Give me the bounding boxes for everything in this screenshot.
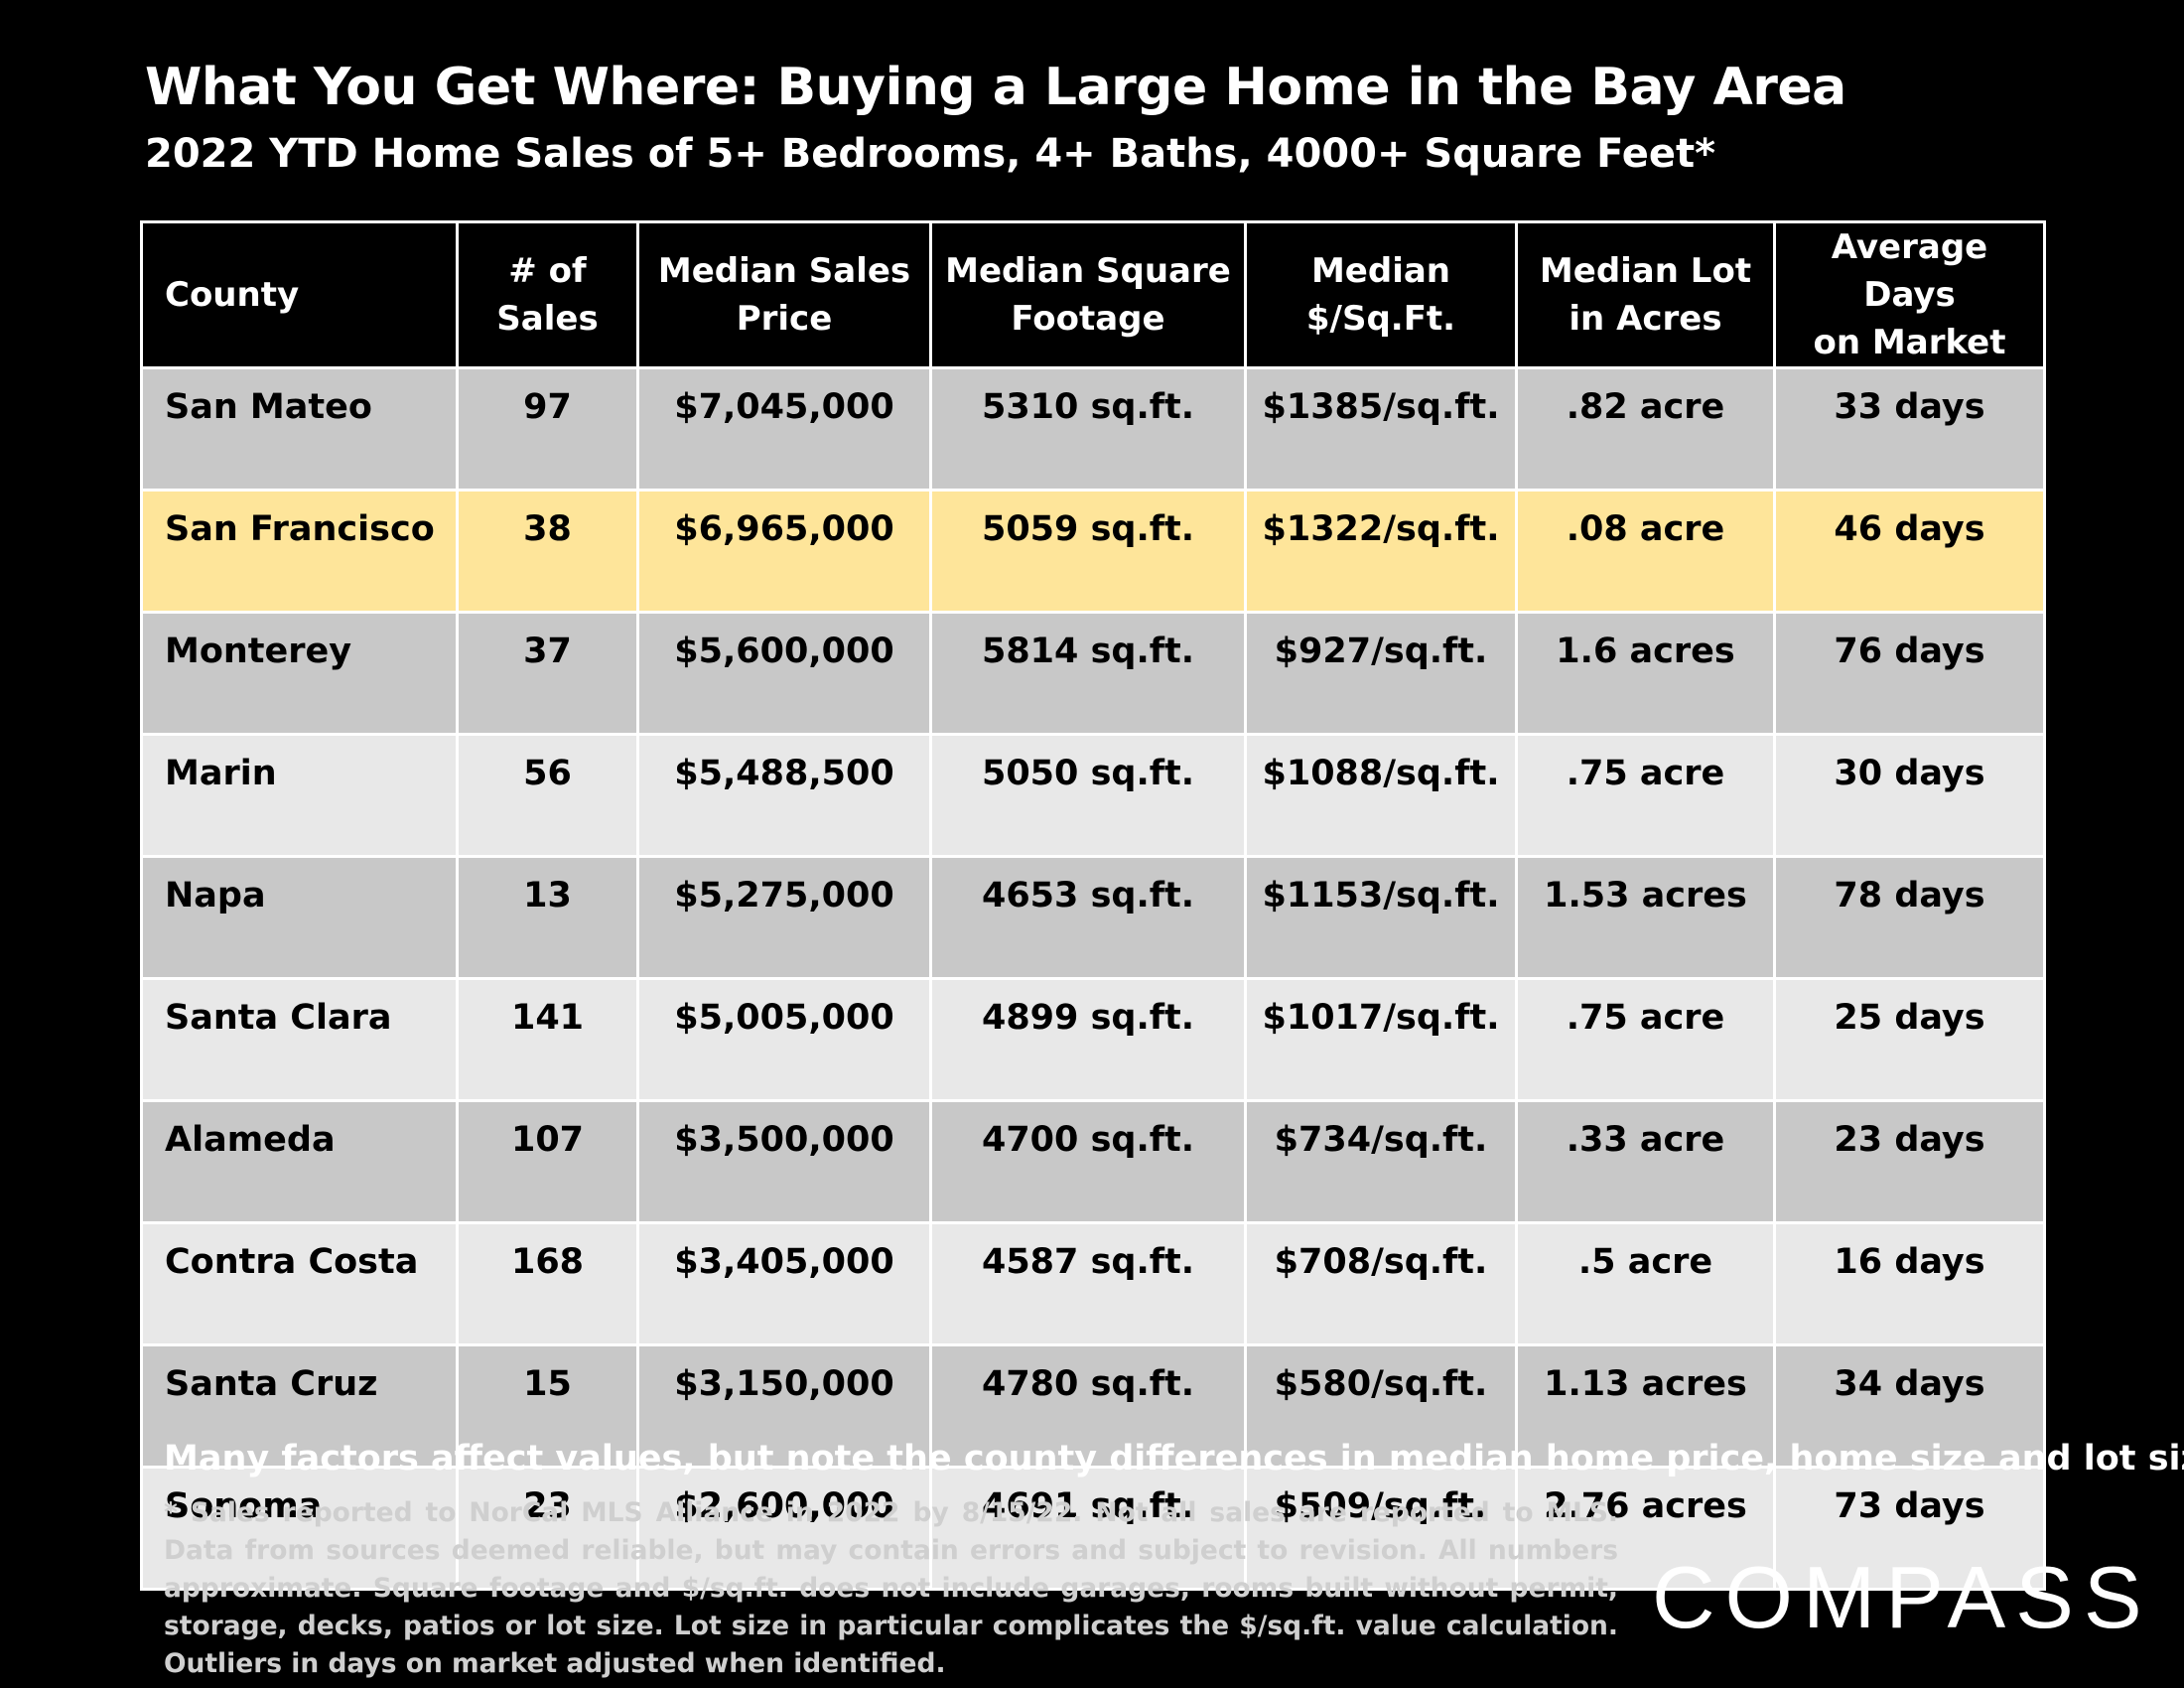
column-header: Median Square Footage bbox=[929, 220, 1247, 369]
table-cell: 5814 sq.ft. bbox=[929, 611, 1247, 736]
table-cell: $5,600,000 bbox=[636, 611, 932, 736]
table-cell: $1088/sq.ft. bbox=[1244, 733, 1518, 858]
table-cell: $5,005,000 bbox=[636, 977, 932, 1102]
table-cell: 46 days bbox=[1773, 489, 2046, 614]
table-cell: .82 acre bbox=[1515, 366, 1776, 492]
table-cell: 4899 sq.ft. bbox=[929, 977, 1247, 1102]
county-cell: San Mateo bbox=[140, 366, 459, 492]
table-cell: 107 bbox=[456, 1099, 639, 1224]
county-cell: Alameda bbox=[140, 1099, 459, 1224]
table-cell: .5 acre bbox=[1515, 1221, 1776, 1346]
table-cell: $1322/sq.ft. bbox=[1244, 489, 1518, 614]
table-cell: 5310 sq.ft. bbox=[929, 366, 1247, 492]
table-row: Monterey 37 $5,600,000 5814 sq.ft. $927/sq.f… bbox=[140, 611, 2046, 736]
header-row: County # of Sales Median Sales Price Median S… bbox=[140, 220, 2046, 369]
table-cell: 37 bbox=[456, 611, 639, 736]
column-header: # of Sales bbox=[456, 220, 639, 369]
table-body: San Mateo 97 $7,045,000 5310 sq.ft. $1385/sq… bbox=[140, 366, 2046, 1591]
chart-title: What You Get Where: Buying a Large Home … bbox=[145, 58, 1846, 117]
table-cell: 25 days bbox=[1773, 977, 2046, 1102]
table-cell: 4700 sq.ft. bbox=[929, 1099, 1247, 1224]
table-cell: 1.13 acres bbox=[1515, 1343, 1776, 1469]
table-cell: $734/sq.ft. bbox=[1244, 1099, 1518, 1224]
table-cell: $3,405,000 bbox=[636, 1221, 932, 1346]
county-cell: Santa Clara bbox=[140, 977, 459, 1102]
table-cell: $580/sq.ft. bbox=[1244, 1343, 1518, 1469]
column-header: County bbox=[140, 220, 459, 369]
table-cell: $927/sq.ft. bbox=[1244, 611, 1518, 736]
table-cell: 1.6 acres bbox=[1515, 611, 1776, 736]
table-cell: 76 days bbox=[1773, 611, 2046, 736]
table-cell: $708/sq.ft. bbox=[1244, 1221, 1518, 1346]
table-cell: 97 bbox=[456, 366, 639, 492]
table-cell: $3,500,000 bbox=[636, 1099, 932, 1224]
table-cell: $1153/sq.ft. bbox=[1244, 855, 1518, 980]
chart-subtitle: 2022 YTD Home Sales of 5+ Bedrooms, 4+ B… bbox=[145, 131, 1716, 177]
column-header: Median $/Sq.Ft. bbox=[1244, 220, 1518, 369]
county-cell: Contra Costa bbox=[140, 1221, 459, 1346]
table-cell: 141 bbox=[456, 977, 639, 1102]
table-cell: $7,045,000 bbox=[636, 366, 932, 492]
table-row: Napa 13 $5,275,000 4653 sq.ft. $1153/sq.ft. 1… bbox=[140, 855, 2046, 980]
table-cell: 56 bbox=[456, 733, 639, 858]
table-cell: 38 bbox=[456, 489, 639, 614]
table-cell: $509/sq.ft. bbox=[1244, 1466, 1518, 1591]
data-table: County # of Sales Median Sales Price Median S… bbox=[140, 220, 2046, 1591]
column-header: Average Days on Market bbox=[1773, 220, 2046, 369]
table-cell: $1385/sq.ft. bbox=[1244, 366, 1518, 492]
table-cell: 73 days bbox=[1773, 1466, 2046, 1591]
column-header: Median Sales Price bbox=[636, 220, 932, 369]
table-cell: .08 acre bbox=[1515, 489, 1776, 614]
table-cell: $5,488,500 bbox=[636, 733, 932, 858]
table-cell: 1.53 acres bbox=[1515, 855, 1776, 980]
table-cell: $2,600,000 bbox=[636, 1466, 932, 1591]
county-cell: Napa bbox=[140, 855, 459, 980]
table-cell: 4691 sq.ft. bbox=[929, 1466, 1247, 1591]
county-cell: Marin bbox=[140, 733, 459, 858]
footnote-text: * Sales reported to NorCal MLS Alliance … bbox=[164, 1497, 1618, 1679]
table-row: Sonoma 23 $2,600,000 4691 sq.ft. $509/sq.ft.… bbox=[140, 1466, 2046, 1591]
county-cell: San Francisco bbox=[140, 489, 459, 614]
table-cell: 23 days bbox=[1773, 1099, 2046, 1224]
table-cell: 34 days bbox=[1773, 1343, 2046, 1469]
table-cell: $3,150,000 bbox=[636, 1343, 932, 1469]
table-cell: 168 bbox=[456, 1221, 639, 1346]
table-cell: 4653 sq.ft. bbox=[929, 855, 1247, 980]
compass-logo: COMPASS bbox=[1652, 1548, 2152, 1646]
table-row: Marin 56 $5,488,500 5050 sq.ft. $1088/sq.ft.… bbox=[140, 733, 2046, 858]
county-cell: Santa Cruz bbox=[140, 1343, 459, 1469]
table-cell: 4587 sq.ft. bbox=[929, 1221, 1247, 1346]
note-text: Many factors affect values, but note the… bbox=[164, 1439, 2184, 1478]
county-cell: Sonoma bbox=[140, 1466, 459, 1591]
table-cell: 78 days bbox=[1773, 855, 2046, 980]
table-cell: .75 acre bbox=[1515, 733, 1776, 858]
county-cell: Monterey bbox=[140, 611, 459, 736]
table-cell: 15 bbox=[456, 1343, 639, 1469]
table-cell: $6,965,000 bbox=[636, 489, 932, 614]
column-header: Median Lot in Acres bbox=[1515, 220, 1776, 369]
table-cell: 13 bbox=[456, 855, 639, 980]
table-row: Alameda 107 $3,500,000 4700 sq.ft. $734/sq.f… bbox=[140, 1099, 2046, 1224]
table-cell: .75 acre bbox=[1515, 977, 1776, 1102]
table-row: Santa Clara 141 $5,005,000 4899 sq.ft. $1017… bbox=[140, 977, 2046, 1102]
table-cell: .33 acre bbox=[1515, 1099, 1776, 1224]
table-cell: 33 days bbox=[1773, 366, 2046, 492]
table-row: Contra Costa 168 $3,405,000 4587 sq.ft. $708… bbox=[140, 1221, 2046, 1346]
table-cell: 30 days bbox=[1773, 733, 2046, 858]
table-cell: $5,275,000 bbox=[636, 855, 932, 980]
table-cell: 4780 sq.ft. bbox=[929, 1343, 1247, 1469]
table-cell: 16 days bbox=[1773, 1221, 2046, 1346]
table-cell: 5059 sq.ft. bbox=[929, 489, 1247, 614]
table-cell: $1017/sq.ft. bbox=[1244, 977, 1518, 1102]
table-row: San Francisco 38 $6,965,000 5059 sq.ft. $132… bbox=[140, 489, 2046, 614]
table-cell: 23 bbox=[456, 1466, 639, 1591]
table-row: San Mateo 97 $7,045,000 5310 sq.ft. $1385/sq… bbox=[140, 366, 2046, 492]
table-cell: 2.76 acres bbox=[1515, 1466, 1776, 1591]
table-cell: 5050 sq.ft. bbox=[929, 733, 1247, 858]
table-row: Santa Cruz 15 $3,150,000 4780 sq.ft. $580/sq… bbox=[140, 1343, 2046, 1469]
